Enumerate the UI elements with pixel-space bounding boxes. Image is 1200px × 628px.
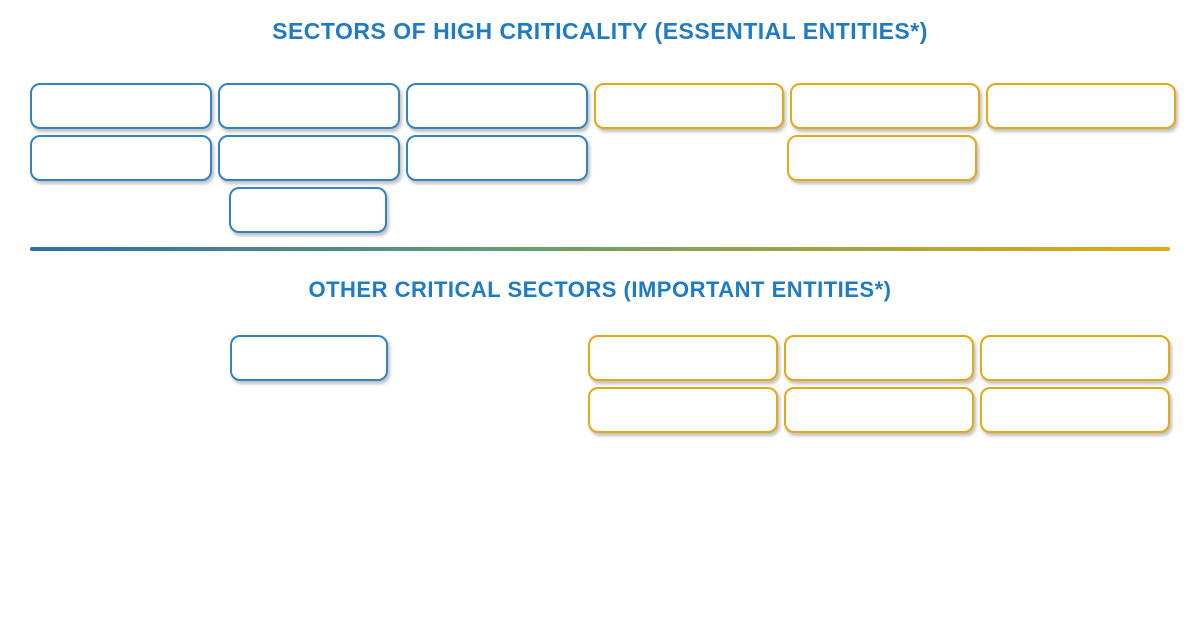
sector-label: Public administration bbox=[1016, 100, 1146, 113]
sector-box: Transport bbox=[218, 83, 400, 129]
sector-box: Health (extended scope) bbox=[218, 135, 400, 181]
sector-box: Postal and courier services bbox=[588, 335, 778, 381]
sector-label: Chemicals bbox=[648, 404, 718, 417]
sector-box: ICT service management bbox=[229, 187, 387, 233]
sector-label: Digital providers (extended scope) bbox=[232, 345, 386, 370]
sector-label: Waste water bbox=[845, 100, 924, 113]
gradient-divider bbox=[30, 247, 1170, 251]
title-top: SECTORS OF HIGH CRITICALITY (ESSENTIAL E… bbox=[30, 18, 1170, 45]
sector-label: Digital infrastructure (extended scope) bbox=[408, 145, 586, 170]
sector-label: Manufacturing bbox=[833, 404, 925, 417]
sector-box: Digital providers (extended scope) bbox=[230, 335, 388, 381]
sector-label: Waste management bbox=[819, 352, 939, 365]
sector-label: Research bbox=[1043, 404, 1107, 417]
sector-label: ICT service management bbox=[233, 204, 381, 217]
sector-box: Financial market infrastructures bbox=[30, 135, 212, 181]
sector-box: Drinking water bbox=[594, 83, 784, 129]
sector-box: Banking bbox=[406, 83, 588, 129]
sector-box: Waste water bbox=[790, 83, 980, 129]
sector-box: Waste management bbox=[784, 335, 974, 381]
sector-label: Space bbox=[859, 152, 905, 165]
sector-box: Energy bbox=[30, 83, 212, 129]
section-high-criticality: Energy Transport Banking Drinking water Wast… bbox=[30, 83, 1170, 233]
sector-box: Research bbox=[980, 387, 1170, 433]
sector-label: Health (extended scope) bbox=[236, 152, 382, 165]
sector-box: Public administration bbox=[986, 83, 1176, 129]
section-other-critical: Digital providers (extended scope) Posta… bbox=[30, 335, 1170, 439]
sector-box: Chemicals bbox=[588, 387, 778, 433]
sector-label: Food bbox=[1055, 352, 1095, 365]
sector-label: Drinking water bbox=[643, 100, 736, 113]
sector-label: Energy bbox=[95, 100, 146, 113]
diagram-root: SECTORS OF HIGH CRITICALITY (ESSENTIAL E… bbox=[0, 0, 1200, 628]
sector-label: Banking bbox=[468, 100, 526, 113]
sector-box: Food bbox=[980, 335, 1170, 381]
sector-label: Transport bbox=[276, 100, 341, 113]
sector-box: Space bbox=[787, 135, 977, 181]
title-mid: OTHER CRITICAL SECTORS (IMPORTANT ENTITI… bbox=[30, 277, 1170, 303]
sector-label: Financial market infrastructures bbox=[32, 145, 210, 170]
sector-label: Postal and courier services bbox=[601, 352, 764, 365]
sector-box: Digital infrastructure (extended scope) bbox=[406, 135, 588, 181]
sector-box: Manufacturing bbox=[784, 387, 974, 433]
